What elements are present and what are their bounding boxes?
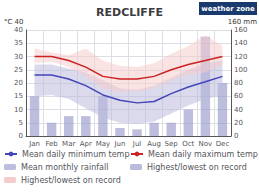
svg-text:60: 60 <box>234 92 243 100</box>
svg-text:°C 40: °C 40 <box>4 18 24 26</box>
svg-text:100: 100 <box>234 66 247 74</box>
svg-text:Apr: Apr <box>80 140 92 148</box>
svg-text:Feb: Feb <box>45 140 58 148</box>
svg-text:35: 35 <box>14 39 23 47</box>
svg-text:REDCLIFFE: REDCLIFFE <box>96 6 163 19</box>
svg-text:Mean daily maximum temp: Mean daily maximum temp <box>148 150 258 159</box>
svg-text:10: 10 <box>14 106 23 114</box>
svg-text:25: 25 <box>14 66 23 74</box>
svg-text:Highest/lowest on record: Highest/lowest on record <box>21 176 121 185</box>
svg-text:Jun: Jun <box>113 140 125 148</box>
svg-text:Jan: Jan <box>28 140 40 148</box>
svg-text:weather zone: weather zone <box>201 5 255 13</box>
svg-text:160: 160 <box>234 26 247 34</box>
svg-text:5: 5 <box>19 119 23 127</box>
svg-text:Highest/lowest on record: Highest/lowest on record <box>147 163 247 172</box>
svg-text:15: 15 <box>14 92 23 100</box>
svg-text:160 mm: 160 mm <box>228 18 257 26</box>
svg-text:Mar: Mar <box>62 140 75 148</box>
svg-text:Oct: Oct <box>182 140 194 148</box>
svg-text:20: 20 <box>234 119 243 127</box>
svg-text:80: 80 <box>234 79 243 87</box>
svg-text:120: 120 <box>234 53 247 61</box>
svg-text:Mean monthly rainfall: Mean monthly rainfall <box>21 163 108 172</box>
svg-text:0: 0 <box>234 132 238 140</box>
svg-text:Aug: Aug <box>147 140 161 148</box>
svg-text:40: 40 <box>234 106 243 114</box>
svg-text:20: 20 <box>14 79 23 87</box>
svg-text:May: May <box>96 140 110 148</box>
svg-text:Mean daily minimum temp: Mean daily minimum temp <box>22 150 129 159</box>
svg-text:30: 30 <box>14 53 23 61</box>
svg-text:Sep: Sep <box>165 140 179 148</box>
svg-text:40: 40 <box>14 26 23 34</box>
svg-text:Dec: Dec <box>216 140 230 148</box>
svg-text:0: 0 <box>19 132 23 140</box>
svg-text:Nov: Nov <box>199 140 213 148</box>
svg-text:Jul: Jul <box>132 140 142 148</box>
svg-text:140: 140 <box>234 39 247 47</box>
